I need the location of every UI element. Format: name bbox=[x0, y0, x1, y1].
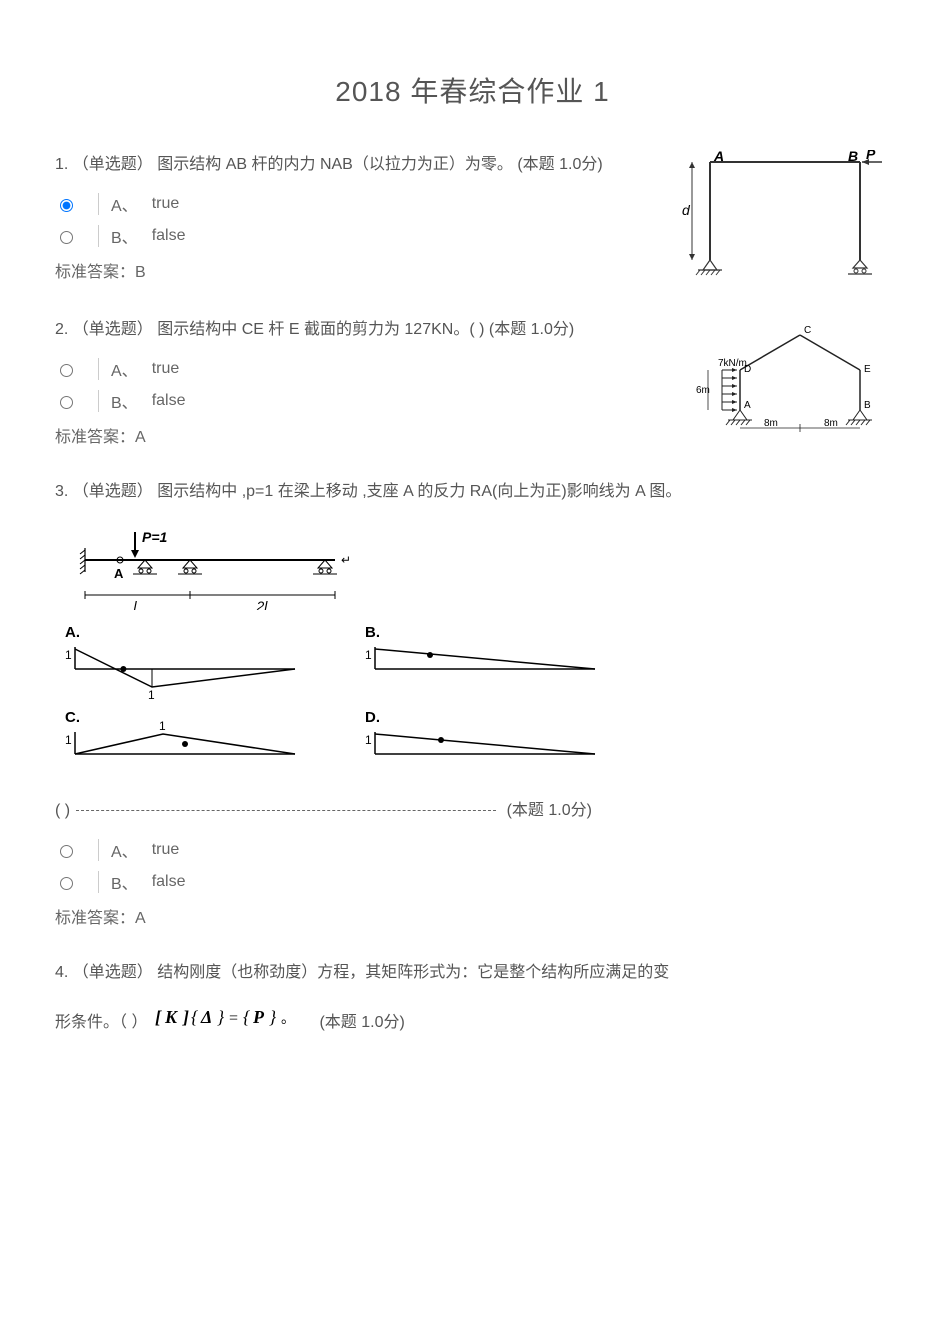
radio-a[interactable] bbox=[60, 364, 73, 377]
option-text: false bbox=[152, 392, 186, 410]
svg-text:Δ: Δ bbox=[200, 1007, 212, 1027]
q-body: 结构刚度（也称劲度）方程，其矩阵形式为：它是整个结构所应满足的变 bbox=[157, 964, 669, 981]
svg-text:P: P bbox=[252, 1007, 265, 1027]
svg-text:。: 。 bbox=[281, 1012, 295, 1027]
question-3: 3. （单选题） 图示结构中 ,p=1 在梁上移动 ,支座 A 的反力 RA(向… bbox=[55, 477, 890, 928]
svg-text:1: 1 bbox=[365, 648, 372, 662]
question-text: 1. （单选题） 图示结构 AB 杆的内力 NAB（以拉力为正）为零。 (本题 … bbox=[55, 150, 660, 180]
option-a: A、 true bbox=[55, 192, 660, 216]
svg-text:B: B bbox=[848, 150, 858, 164]
svg-text:{: { bbox=[243, 1007, 251, 1027]
svg-text:P: P bbox=[866, 150, 876, 162]
svg-text:B.: B. bbox=[365, 624, 380, 641]
option-a: A、 true bbox=[55, 357, 660, 381]
question-4: 4. （单选题） 结构刚度（也称劲度）方程，其矩阵形式为：它是整个结构所应满足的… bbox=[55, 958, 890, 1046]
svg-text:8m: 8m bbox=[824, 418, 838, 429]
svg-text:1: 1 bbox=[65, 733, 72, 747]
q-number: 1. bbox=[55, 156, 68, 173]
svg-text:]: ] bbox=[182, 1007, 189, 1027]
option-text: true bbox=[152, 195, 180, 213]
option-letter: A、 bbox=[111, 357, 138, 381]
option-a: A、 true bbox=[55, 838, 890, 862]
option-letter: B、 bbox=[111, 870, 138, 894]
page-title: 2018 年春综合作业 1 bbox=[55, 70, 890, 110]
svg-text:1: 1 bbox=[65, 648, 72, 662]
svg-text:1: 1 bbox=[148, 688, 155, 702]
svg-text:C.: C. bbox=[65, 709, 80, 726]
svg-text:A.: A. bbox=[65, 624, 80, 641]
option-b: B、 false bbox=[55, 389, 660, 413]
svg-text:2l: 2l bbox=[256, 598, 269, 610]
radio-a[interactable] bbox=[60, 845, 73, 858]
svg-text:1: 1 bbox=[159, 719, 166, 733]
svg-text:B: B bbox=[864, 400, 871, 411]
formula: [ K ] { Δ } = { P } 。 bbox=[153, 1001, 313, 1046]
q-type: （单选题） bbox=[73, 483, 153, 500]
q-score: (本题 1.0分) bbox=[489, 321, 574, 338]
q-body: 图示结构中 ,p=1 在梁上移动 ,支座 A 的反力 RA(向上为正)影响线为 … bbox=[157, 483, 681, 500]
option-text: false bbox=[152, 873, 186, 891]
option-text: true bbox=[152, 360, 180, 378]
option-letter: A、 bbox=[111, 838, 138, 862]
svg-text:P=1: P=1 bbox=[142, 529, 168, 545]
option-text: true bbox=[152, 841, 180, 859]
radio-a[interactable] bbox=[60, 199, 73, 212]
option-text: false bbox=[152, 227, 186, 245]
q-number: 3. bbox=[55, 483, 68, 500]
q-score: (本题 1.0分) bbox=[517, 156, 602, 173]
standard-answer: 标准答案：B bbox=[55, 258, 660, 282]
option-letter: B、 bbox=[111, 389, 138, 413]
svg-text:8m: 8m bbox=[764, 418, 778, 429]
q-score-line: ( ) (本题 1.0分) bbox=[55, 796, 890, 826]
question-text: 4. （单选题） 结构刚度（也称劲度）方程，其矩阵形式为：它是整个结构所应满足的… bbox=[55, 958, 890, 988]
svg-text:l: l bbox=[134, 598, 138, 610]
radio-b[interactable] bbox=[60, 877, 73, 890]
svg-text:A: A bbox=[114, 566, 124, 581]
question-text: 3. （单选题） 图示结构中 ,p=1 在梁上移动 ,支座 A 的反力 RA(向… bbox=[55, 477, 890, 507]
svg-text:C: C bbox=[804, 325, 811, 336]
svg-text:E: E bbox=[864, 364, 871, 375]
influence-options: A. 1 1 B. 1 C. 1 1 D. 1 bbox=[55, 621, 890, 796]
svg-text:{: { bbox=[191, 1007, 199, 1027]
question-text: 2. （单选题） 图示结构中 CE 杆 E 截面的剪力为 127KN。( ) (… bbox=[55, 315, 660, 345]
radio-b[interactable] bbox=[60, 396, 73, 409]
svg-text:D.: D. bbox=[365, 709, 380, 726]
q-body: 图示结构 AB 杆的内力 NAB（以拉力为正）为零。 bbox=[157, 156, 513, 173]
svg-text:K: K bbox=[164, 1007, 179, 1027]
option-b: B、 false bbox=[55, 870, 890, 894]
q-score: (本题 1.0分) bbox=[319, 1008, 404, 1038]
standard-answer: 标准答案：A bbox=[55, 904, 890, 928]
svg-text:1: 1 bbox=[365, 733, 372, 747]
options: A、 true B、 false bbox=[55, 192, 660, 248]
svg-text:d: d bbox=[682, 202, 691, 218]
diagram-gable: CDEAB7kN/m6m8m8m bbox=[680, 315, 890, 440]
q-type: （单选题） bbox=[73, 321, 153, 338]
svg-text:7kN/m: 7kN/m bbox=[718, 358, 747, 369]
option-letter: A、 bbox=[111, 192, 138, 216]
q-number: 4. bbox=[55, 964, 68, 981]
q-type: （单选题） bbox=[73, 156, 153, 173]
q-body: 图示结构中 CE 杆 E 截面的剪力为 127KN。( ) bbox=[157, 321, 484, 338]
option-b: B、 false bbox=[55, 224, 660, 248]
standard-answer: 标准答案：A bbox=[55, 423, 660, 447]
svg-text:↵: ↵ bbox=[341, 553, 351, 567]
svg-text:}: } bbox=[269, 1007, 277, 1027]
q-type: （单选题） bbox=[73, 964, 153, 981]
svg-text:6m: 6m bbox=[696, 385, 710, 396]
q-number: 2. bbox=[55, 321, 68, 338]
svg-text:=: = bbox=[229, 1010, 238, 1027]
question-1: 1. （单选题） 图示结构 AB 杆的内力 NAB（以拉力为正）为零。 (本题 … bbox=[55, 150, 890, 285]
svg-text:[: [ bbox=[155, 1007, 162, 1027]
options: A、 true B、 false bbox=[55, 838, 890, 894]
option-letter: B、 bbox=[111, 224, 138, 248]
svg-text:}: } bbox=[217, 1007, 225, 1027]
diagram-frame-ab: A BPd bbox=[680, 150, 890, 285]
question-text-line2: 形条件。（ ） [ K ] { Δ } = { P } 。 (本题 1.0分) bbox=[55, 1001, 890, 1046]
options: A、 true B、 false bbox=[55, 357, 660, 413]
radio-b[interactable] bbox=[60, 231, 73, 244]
beam-diagram: P=1Al2l↵↵ bbox=[65, 520, 890, 615]
svg-text:A: A bbox=[713, 150, 724, 164]
svg-text:A: A bbox=[744, 400, 751, 411]
question-2: 2. （单选题） 图示结构中 CE 杆 E 截面的剪力为 127KN。( ) (… bbox=[55, 315, 890, 447]
